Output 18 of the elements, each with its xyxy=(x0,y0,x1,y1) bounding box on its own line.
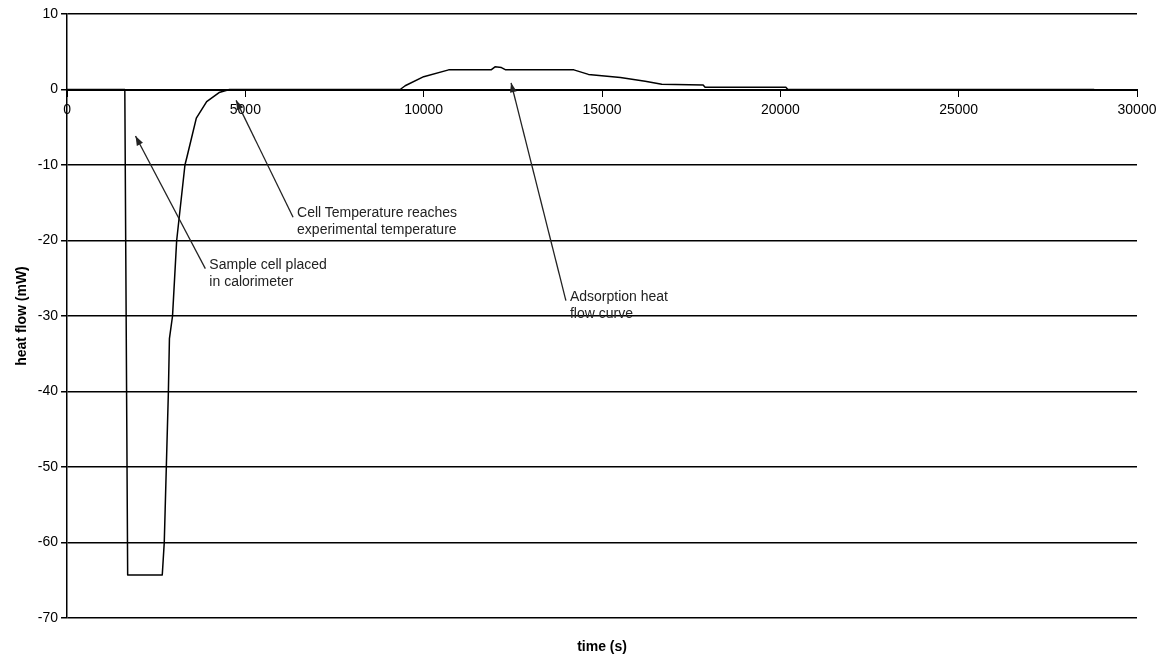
y-tick-label: -50 xyxy=(37,457,59,474)
y-axis-title: heat flow (mW) xyxy=(13,266,30,366)
y-tick-label: -70 xyxy=(37,608,59,625)
x-axis-title: time (s) xyxy=(577,637,627,654)
y-tick-label: -10 xyxy=(37,155,59,172)
annotation: Cell Temperature reaches experimental temperature xyxy=(297,204,458,238)
y-tick-label: -40 xyxy=(37,382,59,399)
x-tick-label: 10000 xyxy=(404,100,444,117)
y-tick-label: -60 xyxy=(37,533,59,550)
y-tick-label: 10 xyxy=(42,4,59,21)
y-tick-label: -20 xyxy=(37,231,59,248)
annotation: Sample cell placed in calorimeter xyxy=(209,255,327,289)
y-tick-label: 0 xyxy=(50,80,59,97)
x-tick-label: 20000 xyxy=(760,100,801,117)
x-tick-label: 25000 xyxy=(939,100,979,117)
x-tick-label: 15000 xyxy=(582,100,622,117)
y-tick-label: -30 xyxy=(37,306,59,323)
x-tick-label: 30000 xyxy=(1117,100,1157,117)
